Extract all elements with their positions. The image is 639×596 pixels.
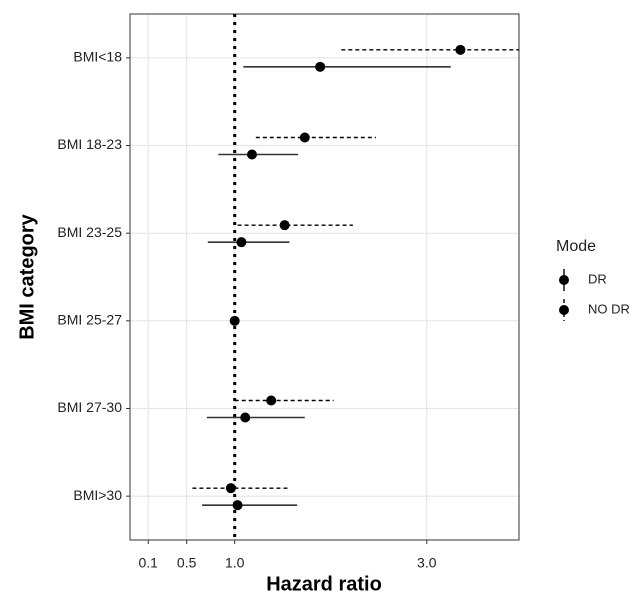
legend-label: DR	[588, 271, 607, 286]
point	[455, 44, 466, 55]
legend-label: NO DR	[588, 301, 630, 316]
point	[315, 61, 326, 72]
legend-title: Mode	[556, 238, 596, 255]
point	[246, 149, 257, 160]
y-tick-label: BMI>30	[73, 487, 122, 503]
y-tick-label: BMI<18	[73, 49, 122, 65]
y-axis-title: BMI category	[16, 213, 38, 339]
x-tick-label: 0.1	[139, 555, 159, 571]
point	[266, 395, 277, 406]
x-axis-title: Hazard ratio	[266, 573, 382, 595]
point	[240, 412, 251, 423]
point	[232, 500, 243, 511]
point	[236, 237, 247, 248]
y-tick-label: BMI 27-30	[57, 399, 122, 415]
legend-key-point	[559, 275, 569, 285]
y-tick-label: BMI 18-23	[57, 136, 122, 152]
point	[299, 132, 310, 143]
plot-border	[129, 13, 520, 541]
point	[229, 315, 240, 326]
point	[225, 483, 236, 494]
x-tick-label: 3.0	[417, 555, 437, 571]
y-tick-label: BMI 23-25	[57, 224, 122, 240]
y-tick-label: BMI 25-27	[57, 312, 122, 328]
legend-key-point	[559, 305, 569, 315]
point	[279, 220, 290, 231]
x-tick-label: 1.0	[225, 555, 245, 571]
x-tick-label: 0.5	[177, 555, 197, 571]
